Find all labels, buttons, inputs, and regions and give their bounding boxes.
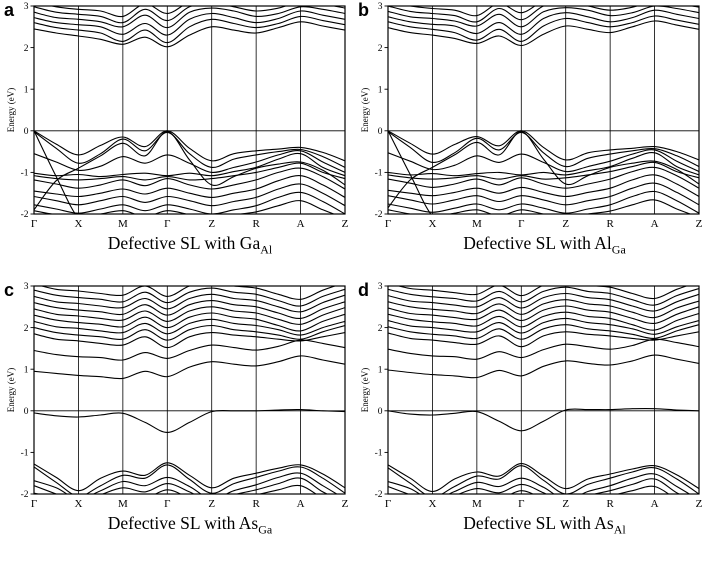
panel-c: c 3 2 1 0 -1 -2 Γ X M Γ Z R A Z Energy (eV) Defective … bbox=[0, 280, 354, 561]
svg-text:Z: Z bbox=[696, 498, 702, 510]
svg-text:-1: -1 bbox=[21, 449, 29, 459]
panel-caption-b: Defective SL with AlGa bbox=[382, 233, 707, 258]
svg-text:1: 1 bbox=[378, 85, 383, 95]
caption-subscript: Al bbox=[613, 522, 626, 537]
svg-text:3: 3 bbox=[378, 282, 383, 292]
svg-text:A: A bbox=[297, 218, 305, 230]
caption-subscript: Ga bbox=[611, 242, 626, 257]
svg-text:2: 2 bbox=[24, 44, 29, 54]
svg-text:Energy (eV): Energy (eV) bbox=[360, 368, 370, 413]
svg-text:1: 1 bbox=[378, 365, 383, 375]
caption-text: Defective SL with As bbox=[107, 513, 259, 533]
svg-text:R: R bbox=[606, 498, 614, 510]
svg-text:Z: Z bbox=[562, 498, 569, 510]
svg-text:Z: Z bbox=[342, 218, 348, 230]
svg-text:Z: Z bbox=[562, 218, 569, 230]
caption-text: Defective SL with Al bbox=[463, 233, 612, 253]
svg-text:M: M bbox=[118, 498, 128, 510]
svg-text:Energy (eV): Energy (eV) bbox=[6, 88, 16, 133]
svg-text:M: M bbox=[118, 218, 128, 230]
panel-label-c: c bbox=[4, 280, 15, 300]
panel-d: d 3 2 1 0 -1 -2 Γ X M Γ Z R A Z Energy (eV) Defective … bbox=[354, 280, 709, 561]
svg-text:-1: -1 bbox=[375, 449, 383, 459]
svg-text:-2: -2 bbox=[21, 490, 29, 500]
panel-caption-a: Defective SL with GaAl bbox=[28, 233, 352, 258]
caption-text: Defective SL with Ga bbox=[107, 233, 261, 253]
svg-text:Γ: Γ bbox=[385, 498, 391, 510]
svg-text:A: A bbox=[297, 498, 305, 510]
svg-text:-2: -2 bbox=[375, 490, 383, 500]
svg-text:A: A bbox=[651, 498, 659, 510]
svg-text:2: 2 bbox=[378, 324, 383, 334]
svg-text:Z: Z bbox=[208, 498, 215, 510]
svg-text:-1: -1 bbox=[375, 169, 383, 179]
svg-text:M: M bbox=[472, 498, 482, 510]
panel-caption-c: Defective SL with AsGa bbox=[28, 513, 352, 538]
svg-text:Γ: Γ bbox=[31, 498, 37, 510]
svg-text:A: A bbox=[651, 218, 659, 230]
svg-text:M: M bbox=[472, 218, 482, 230]
svg-text:1: 1 bbox=[24, 85, 29, 95]
panel-b: b 3 2 1 0 -1 -2 Γ X M Γ Z R A Z Energy (eV) Defective … bbox=[354, 0, 709, 280]
panel-label-a: a bbox=[4, 0, 15, 20]
svg-text:X: X bbox=[428, 218, 436, 230]
caption-text: Defective SL with As bbox=[463, 513, 614, 533]
svg-text:X: X bbox=[428, 498, 436, 510]
svg-text:Γ: Γ bbox=[385, 218, 391, 230]
panel-a: a 3 2 1 0 -1 -2 Γ X M Γ Z R A Z Energy (eV) Defective … bbox=[0, 0, 354, 280]
svg-text:X: X bbox=[74, 498, 82, 510]
panel-label-b: b bbox=[358, 0, 369, 20]
svg-text:3: 3 bbox=[24, 282, 29, 292]
svg-text:Z: Z bbox=[696, 218, 702, 230]
svg-text:0: 0 bbox=[378, 407, 383, 417]
svg-text:R: R bbox=[606, 218, 614, 230]
svg-text:-2: -2 bbox=[21, 210, 29, 220]
svg-text:3: 3 bbox=[24, 2, 29, 12]
svg-text:2: 2 bbox=[24, 324, 29, 334]
svg-text:2: 2 bbox=[378, 44, 383, 54]
panel-label-d: d bbox=[358, 280, 369, 300]
svg-text:Γ: Γ bbox=[164, 498, 170, 510]
svg-text:-2: -2 bbox=[375, 210, 383, 220]
svg-text:Energy (eV): Energy (eV) bbox=[6, 368, 16, 413]
svg-text:Γ: Γ bbox=[31, 218, 37, 230]
svg-text:R: R bbox=[252, 218, 260, 230]
svg-text:3: 3 bbox=[378, 2, 383, 12]
caption-subscript: Al bbox=[260, 242, 273, 257]
svg-text:Z: Z bbox=[208, 218, 215, 230]
svg-text:X: X bbox=[74, 218, 82, 230]
svg-text:Z: Z bbox=[342, 498, 348, 510]
svg-text:0: 0 bbox=[24, 407, 29, 417]
svg-text:0: 0 bbox=[378, 127, 383, 137]
svg-text:0: 0 bbox=[24, 127, 29, 137]
svg-text:Energy (eV): Energy (eV) bbox=[360, 88, 370, 133]
svg-text:Γ: Γ bbox=[518, 218, 524, 230]
svg-text:R: R bbox=[252, 498, 260, 510]
svg-text:Γ: Γ bbox=[518, 498, 524, 510]
svg-text:Γ: Γ bbox=[164, 218, 170, 230]
panel-caption-d: Defective SL with AsAl bbox=[382, 513, 707, 538]
svg-text:1: 1 bbox=[24, 365, 29, 375]
caption-subscript: Ga bbox=[258, 522, 273, 537]
svg-text:-1: -1 bbox=[21, 169, 29, 179]
